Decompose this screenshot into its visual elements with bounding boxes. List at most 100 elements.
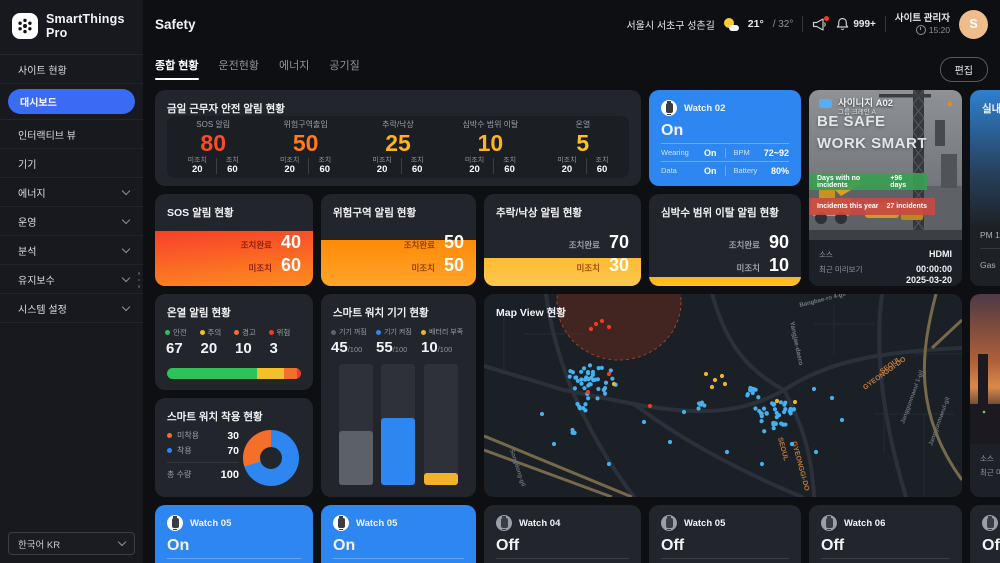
- device-location-dots: [539, 318, 845, 467]
- chevron-down-icon: [121, 302, 131, 311]
- sidebar-item-operations[interactable]: 운영: [0, 207, 143, 236]
- pending-count: 30: [608, 255, 629, 275]
- tab-energy[interactable]: 에너지: [279, 60, 310, 72]
- watch-state: Off: [661, 537, 685, 554]
- sidebar-item-site-status[interactable]: 사이트 현황: [0, 55, 143, 84]
- done-count: 90: [768, 232, 789, 252]
- done-count: 50: [443, 232, 464, 252]
- heart-rate-alert-card: 심박수 범위 이탈 알림 현황 조치완료 90 미조치 10: [649, 194, 801, 286]
- location-label: 서울시 서초구 성촌길: [626, 20, 715, 32]
- device-bar-chart: [335, 364, 462, 485]
- card-title: 금일 근무자 안전 알림 현황: [167, 103, 285, 115]
- sidebar-item-analytics[interactable]: 분석: [0, 236, 143, 265]
- sidebar-item-energy[interactable]: 에너지: [0, 178, 143, 207]
- danger-zone-alert-card: 위험구역 알림 현황 조치완료 50 미조치 50: [321, 194, 476, 286]
- watch-tile[interactable]: Watch 05 On: [321, 505, 476, 563]
- pending-count: 60: [280, 255, 301, 275]
- sidebar: SmartThings Pro 사이트 현황 대시보드 인터랙티브 뷰 기기 에…: [0, 0, 143, 563]
- watch-state: On: [167, 537, 190, 554]
- pending-count: 50: [443, 255, 464, 275]
- watch-tile[interactable]: Watch 05 Off: [649, 505, 801, 563]
- sos-alert-card: SOS 알림 현황 조치완료 40 미조치 60: [155, 194, 313, 286]
- pending-count: 10: [768, 255, 789, 275]
- stat-sos: SOS 알림 80 미조치 20 조치 60: [187, 119, 239, 175]
- announcement-button[interactable]: [812, 15, 830, 31]
- language-select[interactable]: 한국어 KR: [8, 532, 135, 555]
- avatar[interactable]: S: [959, 9, 988, 39]
- scrollbar-indicator[interactable]: [137, 272, 140, 288]
- pm10-label: PM 10: [980, 230, 1000, 240]
- watch-state: Off: [982, 537, 1000, 554]
- fill-gauge: [155, 230, 313, 286]
- chevron-down-icon: [121, 186, 131, 195]
- notifications-button[interactable]: 999+: [836, 17, 876, 31]
- fill-gauge: [321, 240, 476, 286]
- signage-title: 사이니지 A02 그룹 크레인 A: [838, 98, 894, 117]
- megaphone-icon: [813, 17, 827, 31]
- smartthings-logo-icon: [12, 13, 38, 39]
- bell-icon: [837, 17, 849, 31]
- fall-alert-card: 추락/낙상 알림 현황 조치완료 70 미조치 30: [484, 194, 641, 286]
- stat-fall: 추락/낙상 25 미조치 20 조치 60: [372, 119, 424, 175]
- sidebar-item-devices[interactable]: 기기: [0, 149, 143, 178]
- watch-wear-status-card: 스마트 워치 착용 현황 미착용 30 착용 70 총 수량 100: [155, 398, 313, 497]
- indoor-air-quality-card[interactable]: 실내 공기질 PM 10 Gas: [970, 90, 1000, 286]
- edit-button[interactable]: 편집: [939, 57, 988, 82]
- chevron-down-icon: [121, 244, 131, 253]
- safe-dot: [165, 330, 170, 335]
- watch-state: Off: [821, 537, 845, 554]
- no-incident-banner: Days with no incidents +96 days: [809, 173, 927, 190]
- stat-danger-zone: 위험구역출입 50 미조치 20 조치 60: [280, 119, 332, 175]
- watch-icon: [661, 100, 677, 116]
- stat-heart-rate: 심박수 범위 이탈 10 미조치 20 조치 60: [462, 119, 519, 175]
- signage-subtitle: 그룹 크레인 A: [838, 109, 876, 117]
- sidebar-item-interactive-view[interactable]: 인터랙티브 뷰: [0, 120, 143, 149]
- chevron-down-icon: [121, 273, 131, 282]
- signage-preview-time: 00:00:00 2025-03-20: [905, 263, 952, 286]
- heat-alert-card: 온열 알림 현황 안전 67 주의 20 경고 10 위험 3: [155, 294, 313, 390]
- sidebar-item-dashboard[interactable]: 대시보드: [8, 89, 135, 114]
- watch-tile[interactable]: Watch 06 Off: [809, 505, 962, 563]
- signage-source: HDMI: [929, 249, 952, 259]
- watch-icon: [821, 515, 837, 531]
- chevron-down-icon: [117, 537, 127, 547]
- user-role-label: 사이트 관리자: [894, 12, 950, 24]
- watch-device-status-card: 스마트 워치 기기 현황 기기 꺼짐 45/100 기기 켜짐 55/100 배…: [321, 294, 476, 497]
- sidebar-item-system-settings[interactable]: 시스템 설정: [0, 294, 143, 323]
- signage-camera-card[interactable]: BE SAFE WORK SMART Days with no incidents…: [809, 90, 962, 286]
- alert-zone-circle: [556, 294, 682, 361]
- sidebar-nav: 사이트 현황 대시보드 인터랙티브 뷰 기기 에너지 운영 분석 유지보수: [0, 54, 143, 323]
- map-title: Map View 현황: [496, 307, 566, 319]
- card-title: 실내 공기질: [982, 103, 1000, 115]
- clock-icon: [915, 24, 926, 35]
- sidebar-item-maintenance[interactable]: 유지보수: [0, 265, 143, 294]
- tab-air-quality[interactable]: 공기질: [329, 60, 360, 72]
- done-count: 40: [280, 232, 301, 252]
- map-view-card[interactable]: Map View 현황 Bangbae-ro 4-gil Yangja: [484, 294, 962, 497]
- worn-dot: [167, 448, 172, 453]
- watch-state: On: [333, 537, 356, 554]
- not-worn-dot: [167, 433, 172, 438]
- temperature-max: / 32°: [772, 18, 794, 30]
- current-time: 15:20: [928, 24, 950, 35]
- watch-tile[interactable]: Off: [970, 505, 1000, 563]
- notification-count: 999+: [853, 18, 876, 30]
- app-logo[interactable]: SmartThings Pro: [0, 0, 143, 54]
- low-battery-dot: [421, 329, 426, 335]
- done-count: 70: [608, 232, 629, 252]
- tab-operation[interactable]: 운전현황: [218, 60, 260, 72]
- stat-heat: 온열 5 미조치 20 조치 60: [557, 119, 609, 175]
- weather-icon: [723, 17, 739, 31]
- page-title: Safety: [155, 16, 196, 32]
- caution-dot: [199, 330, 205, 335]
- watch-tile[interactable]: Watch 04 Off: [484, 505, 641, 563]
- watch-02-card[interactable]: Watch 02 On Wearing On BPM 72~92 Data On Ba…: [649, 90, 801, 186]
- watch-tile[interactable]: Watch 05 On: [155, 505, 313, 563]
- tab-overview[interactable]: 종합 현황: [155, 57, 199, 80]
- site-camera-card[interactable]: 소스 최근 미리보기: [970, 294, 1000, 497]
- watch-icon: [661, 515, 677, 531]
- fill-gauge: [649, 276, 801, 286]
- watch-state: Off: [496, 537, 520, 554]
- fill-gauge: [484, 258, 641, 286]
